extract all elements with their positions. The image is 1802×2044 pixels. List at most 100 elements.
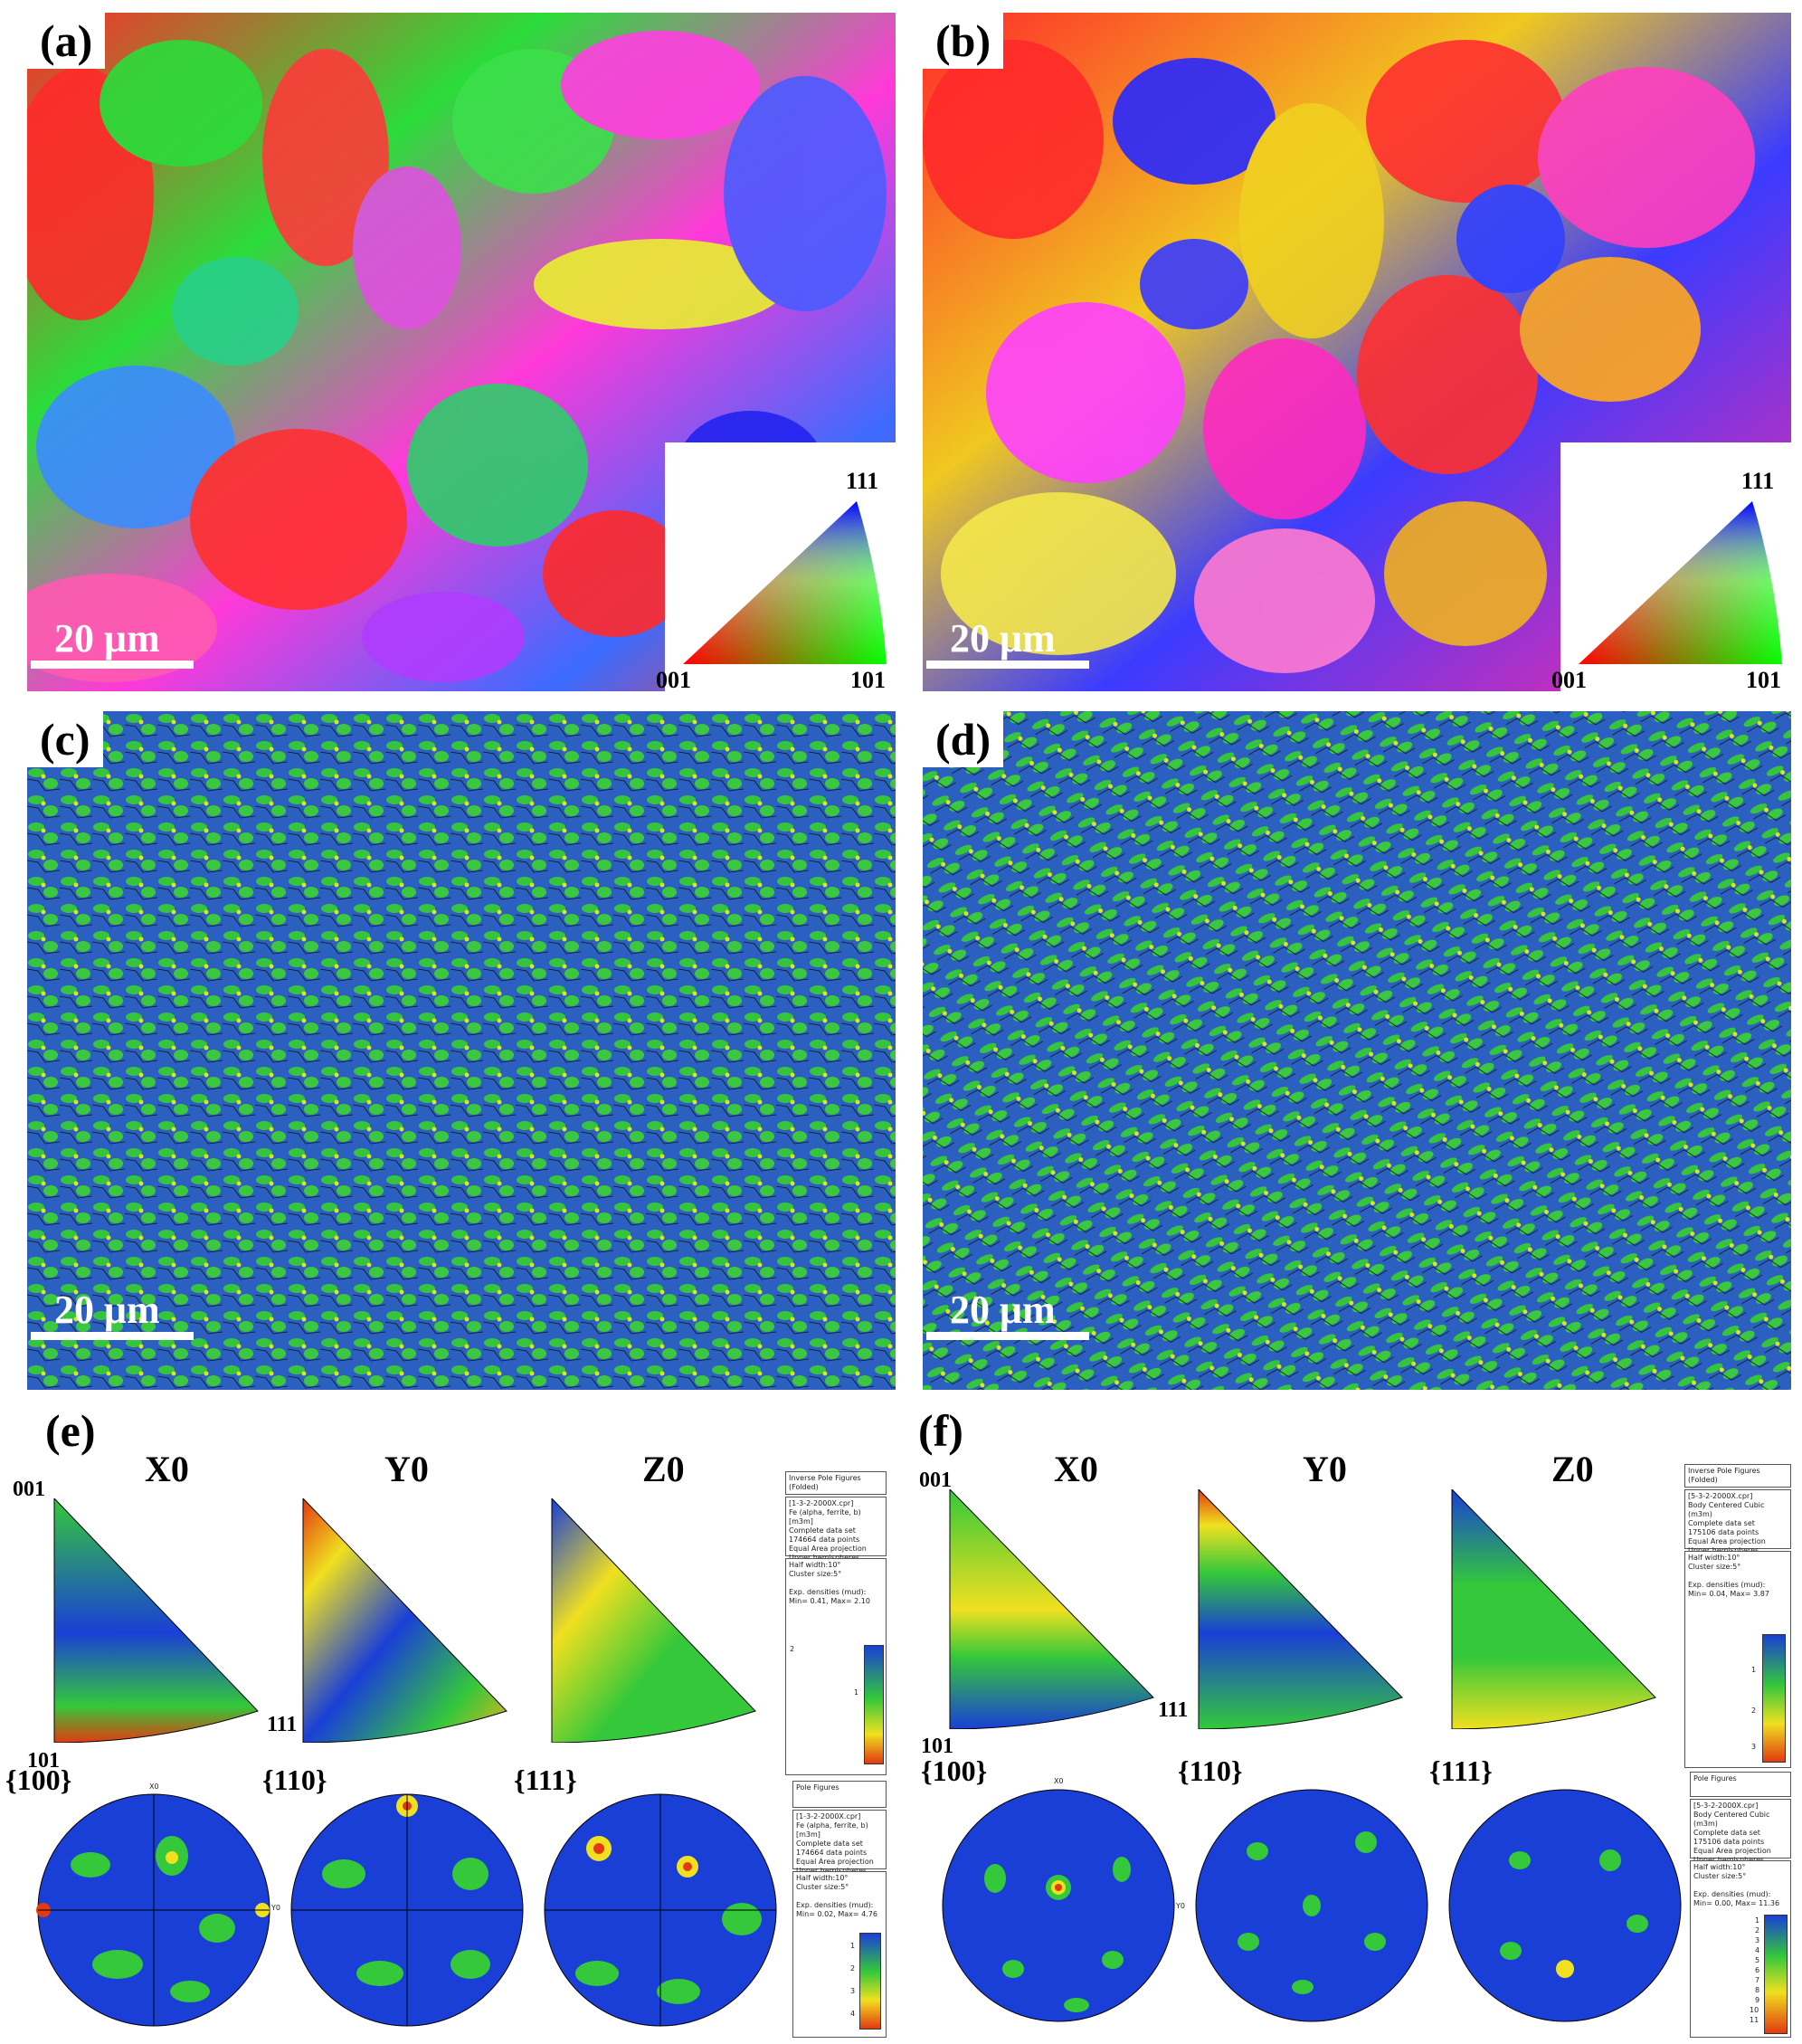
ipf-key-101-label-b: 101	[1746, 667, 1781, 692]
pf-cb-tick-11-f: 11	[1750, 2016, 1759, 2024]
pf-family-111-f: {111}	[1429, 1754, 1493, 1787]
ipf-corner-001-f: 001	[919, 1469, 952, 1492]
panel-a-ipf-map: (a) 20 μm 111 001 101	[27, 13, 896, 691]
pf-colorbar-f	[1764, 1915, 1788, 2034]
pf-cb-tick-2-f: 2	[1755, 1926, 1760, 1935]
pole-figure-111-f	[1448, 1789, 1682, 2022]
pf-cb-tick-8-f: 8	[1755, 1986, 1760, 1994]
ipf-corner-101-f: 101	[921, 1735, 953, 1758]
ipf-map-image-b	[923, 13, 1791, 691]
scale-bar-label-c: 20 μm	[54, 1288, 160, 1332]
pf-axis-x0-label-f: X0	[1054, 1777, 1064, 1785]
panel-f-texture: (f) X0 Y0 Z0 001 101 111 {100} {110} {11…	[905, 1408, 1800, 2041]
pf-cb-tick-10-f: 10	[1750, 2006, 1759, 2014]
ipf-cb-tick-2-f: 2	[1751, 1707, 1757, 1715]
ipf-key-111-label-b: 111	[1741, 468, 1775, 494]
ipf-key-001-label-a: 001	[656, 667, 691, 692]
pf-info-header-f: Pole Figures	[1690, 1772, 1791, 1797]
ipf-colorbar-e	[864, 1645, 884, 1764]
ipf-density-z0-e	[551, 1498, 756, 1743]
scale-bar-label-d: 20 μm	[950, 1288, 1056, 1332]
ipf-map-image-a	[27, 13, 896, 691]
ipf-info-params-e: Half width:10° Cluster size:5° Exp. dens…	[785, 1558, 887, 1775]
ipf-axis-y0-e: Y0	[384, 1449, 429, 1489]
panel-e-texture: (e) X0 Y0 Z0 001 101 111 {100} {110} {11…	[0, 1408, 896, 2041]
scale-bar-b	[926, 661, 1089, 669]
ipf-info-dataset-f: [5-3-2-2000X.cpr] Body Centered Cubic (m…	[1684, 1489, 1791, 1554]
pf-cb-tick-3-f: 3	[1755, 1936, 1760, 1944]
ipf-cb-tick-3-f: 3	[1751, 1743, 1757, 1751]
scale-bar-label-b: 20 μm	[950, 616, 1056, 661]
pf-cb-tick-9-f: 9	[1755, 1996, 1760, 2004]
ipf-axis-z0-f: Z0	[1551, 1449, 1594, 1489]
pole-figure-100-f	[942, 1789, 1175, 2022]
pole-figure-110-e	[290, 1793, 524, 2027]
kam-map-image-d	[923, 711, 1791, 1390]
pole-figure-110-f	[1195, 1789, 1428, 2022]
pf-info-dataset-f: [5-3-2-2000X.cpr] Body Centered Cubic (m…	[1690, 1799, 1791, 1864]
ipf-density-y0-f	[1198, 1489, 1403, 1729]
ipf-density-z0-f	[1451, 1489, 1656, 1729]
pf-cb-tick-6-f: 6	[1755, 1966, 1760, 1974]
pf-cb-tick-7-f: 7	[1755, 1976, 1760, 1984]
ipf-color-key-b: 111 001 101	[1551, 442, 1791, 692]
ipf-density-x0-f	[949, 1489, 1154, 1729]
scale-bar-c	[31, 1332, 194, 1340]
panel-b-label: (b)	[923, 13, 1004, 69]
pf-cb-tick-4-e: 4	[850, 2010, 856, 2018]
pf-info-header-e: Pole Figures	[792, 1781, 887, 1808]
ipf-corner-101-e: 101	[27, 1749, 60, 1773]
ipf-key-triangle-a	[683, 501, 887, 664]
ipf-axis-z0-e: Z0	[642, 1449, 685, 1489]
ipf-color-key-a: 111 001 101	[656, 442, 896, 692]
ipf-cb-tick-2-e: 2	[790, 1645, 795, 1653]
panel-e-label: (e)	[45, 1408, 96, 1456]
ipf-cb-tick-1-e: 1	[854, 1688, 859, 1697]
ipf-info-header-e: Inverse Pole Figures (Folded)	[785, 1471, 887, 1495]
ipf-key-101-label-a: 101	[850, 667, 886, 692]
pf-cb-tick-5-f: 5	[1755, 1956, 1760, 1964]
pf-axis-y0-label-f: Y0	[1176, 1902, 1185, 1910]
pf-axis-x0-label-e: X0	[149, 1783, 159, 1791]
panel-a-label: (a)	[27, 13, 106, 69]
panel-b-ipf-map: (b) 20 μm 111 001 101	[923, 13, 1791, 691]
panel-d-label: (d)	[923, 711, 1004, 767]
pole-figure-111-e	[544, 1793, 777, 2027]
pf-cb-tick-3-e: 3	[850, 1987, 856, 1995]
pf-colorbar-e	[859, 1933, 881, 2030]
pf-cb-tick-2-e: 2	[850, 1964, 856, 1973]
ipf-corner-111-e: 111	[267, 1713, 298, 1736]
ipf-info-header-f: Inverse Pole Figures (Folded)	[1684, 1464, 1791, 1488]
ipf-axis-y0-f: Y0	[1303, 1449, 1347, 1489]
scale-bar-d	[926, 1332, 1089, 1340]
pf-family-110-f: {110}	[1178, 1754, 1243, 1787]
ipf-density-x0-e	[53, 1498, 259, 1743]
ipf-key-triangle-b	[1579, 501, 1782, 664]
panel-d-kam-map: (d) 20 μm	[923, 711, 1791, 1390]
pf-info-dataset-e: [1-3-2-2000X.cpr] Fe (alpha, ferrite, b)…	[792, 1810, 887, 1875]
pf-family-100-e: {100}	[5, 1764, 72, 1796]
ipf-info-dataset-e: [1-3-2-2000X.cpr] Fe (alpha, ferrite, b)…	[785, 1497, 887, 1562]
panel-c-kam-map: (c) 20 μm	[27, 711, 896, 1390]
ipf-axis-x0-e: X0	[145, 1449, 189, 1489]
panel-f-label: (f)	[918, 1408, 963, 1456]
ipf-key-001-label-b: 001	[1551, 667, 1587, 692]
pf-family-111-e: {111}	[514, 1764, 577, 1796]
ipf-corner-001-e: 001	[13, 1478, 45, 1501]
ipf-key-111-label-a: 111	[846, 468, 879, 494]
ipf-density-y0-e	[302, 1498, 507, 1743]
pf-family-110-e: {110}	[262, 1764, 327, 1796]
pf-cb-tick-1-e: 1	[850, 1942, 856, 1950]
scale-bar-a	[31, 661, 194, 669]
panel-c-label: (c)	[27, 711, 103, 767]
pf-family-100-f: {100}	[921, 1754, 988, 1787]
pole-figure-100-e	[36, 1793, 270, 2027]
ipf-corner-111-f: 111	[1158, 1698, 1189, 1722]
pf-axis-y0-label-e: Y0	[271, 1904, 280, 1912]
pf-cb-tick-1-f: 1	[1755, 1916, 1760, 1925]
kam-map-image-c	[27, 711, 896, 1390]
pf-cb-tick-4-f: 4	[1755, 1946, 1760, 1954]
ipf-axis-x0-f: X0	[1054, 1449, 1098, 1489]
ipf-cb-tick-1-f: 1	[1751, 1666, 1757, 1674]
scale-bar-label-a: 20 μm	[54, 616, 160, 661]
